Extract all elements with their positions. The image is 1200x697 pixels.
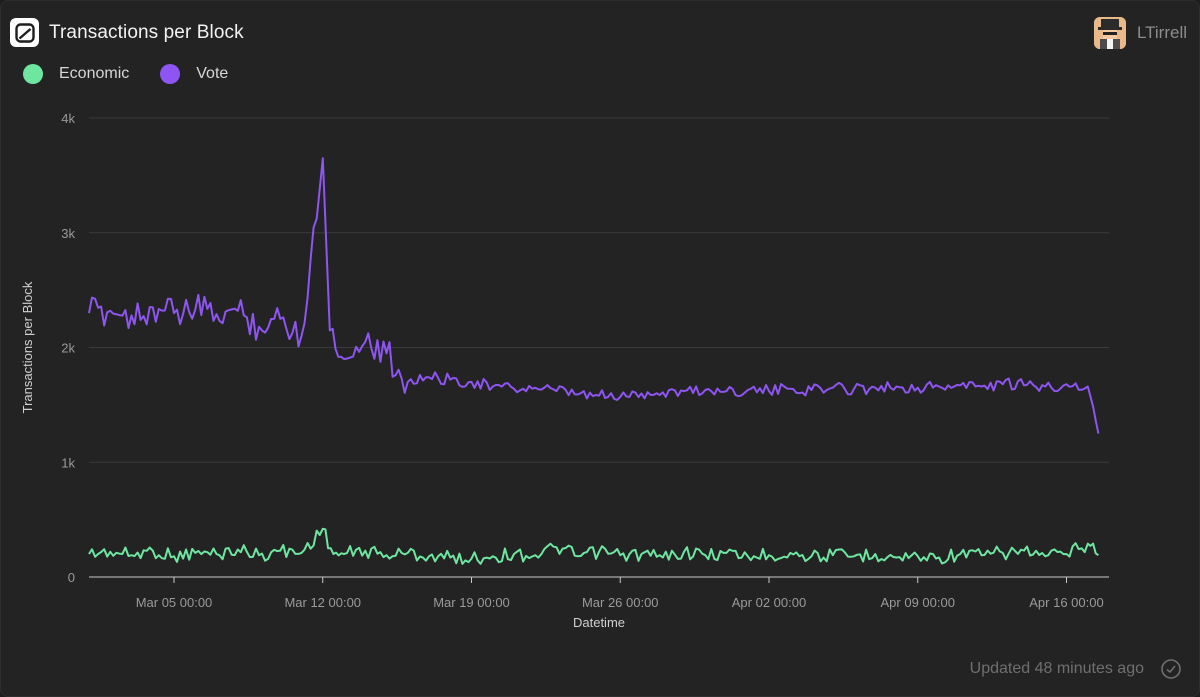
- legend-label-vote: Vote: [196, 65, 229, 82]
- x-tick-label: Mar 19 00:00: [433, 595, 510, 610]
- x-tick-label: Mar 12 00:00: [284, 595, 361, 610]
- y-tick-label: 3k: [61, 226, 75, 241]
- chart-title: Transactions per Block: [49, 21, 244, 43]
- user-avatar[interactable]: [1093, 17, 1126, 49]
- legend-label-economic: Economic: [59, 65, 130, 82]
- author-name[interactable]: LTirrell: [1136, 23, 1187, 42]
- x-tick-label: Apr 09 00:00: [881, 595, 955, 610]
- y-axis-label: Transactions per Block: [20, 281, 35, 413]
- y-tick-label: 0: [68, 570, 75, 585]
- updated-text: Updated 48 minutes ago: [969, 660, 1144, 677]
- y-tick-label: 4k: [61, 111, 75, 126]
- x-tick-label: Apr 16 00:00: [1029, 595, 1103, 610]
- y-tick-label: 2k: [61, 341, 75, 356]
- series-line-economic: [88, 527, 1099, 565]
- legend-item-vote[interactable]: Vote: [160, 64, 228, 84]
- y-tick-label: 1k: [61, 455, 75, 470]
- dune-logo-icon[interactable]: [10, 18, 39, 47]
- legend: Economic Vote: [23, 64, 259, 84]
- x-tick-label: Mar 26 00:00: [582, 595, 659, 610]
- x-tick-label: Apr 02 00:00: [732, 595, 806, 610]
- check-circle-icon: [1161, 659, 1181, 679]
- card-footer: Updated 48 minutes ago: [970, 658, 1182, 680]
- card-header: Transactions per Block: [10, 18, 244, 47]
- legend-item-economic[interactable]: Economic: [23, 64, 129, 84]
- legend-dot-vote: [160, 64, 181, 84]
- author[interactable]: LTirrell: [1093, 17, 1187, 49]
- legend-dot-economic: [23, 64, 43, 84]
- x-axis-label: Datetime: [573, 615, 625, 630]
- x-tick-label: Mar 05 00:00: [136, 595, 213, 610]
- series-line-vote: [88, 157, 1100, 434]
